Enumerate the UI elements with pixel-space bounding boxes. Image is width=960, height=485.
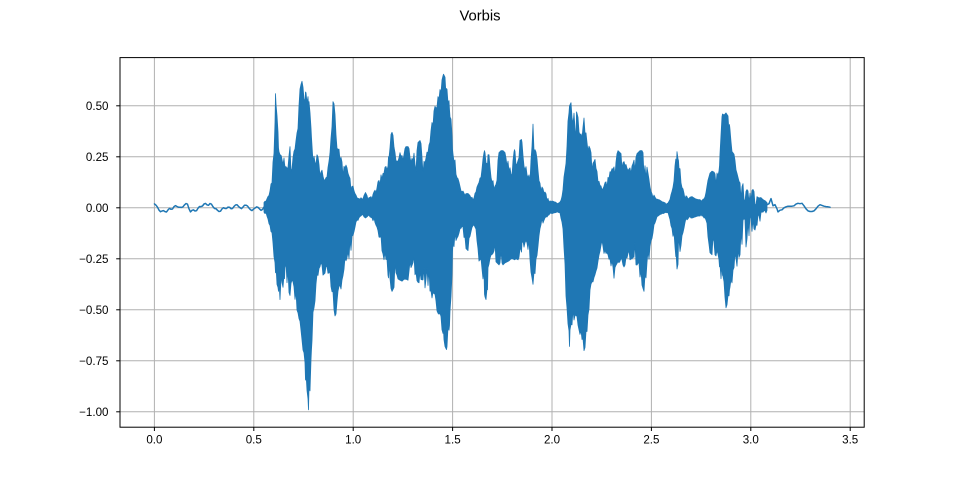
svg-text:0.00: 0.00 [86, 202, 109, 215]
svg-text:0.5: 0.5 [246, 434, 262, 447]
svg-text:1.0: 1.0 [345, 434, 361, 447]
svg-text:0.0: 0.0 [146, 434, 162, 447]
svg-text:3.0: 3.0 [743, 434, 759, 447]
svg-text:2.0: 2.0 [544, 434, 560, 447]
svg-text:Vorbis: Vorbis [459, 9, 500, 25]
svg-text:1.5: 1.5 [445, 434, 461, 447]
svg-text:−1.00: −1.00 [79, 406, 108, 419]
svg-text:−0.50: −0.50 [79, 304, 108, 317]
svg-text:0.25: 0.25 [86, 151, 109, 164]
svg-text:0.50: 0.50 [86, 100, 109, 113]
svg-text:−0.75: −0.75 [79, 355, 108, 368]
svg-text:2.5: 2.5 [643, 434, 659, 447]
svg-text:−0.25: −0.25 [79, 253, 108, 266]
svg-text:3.5: 3.5 [842, 434, 858, 447]
